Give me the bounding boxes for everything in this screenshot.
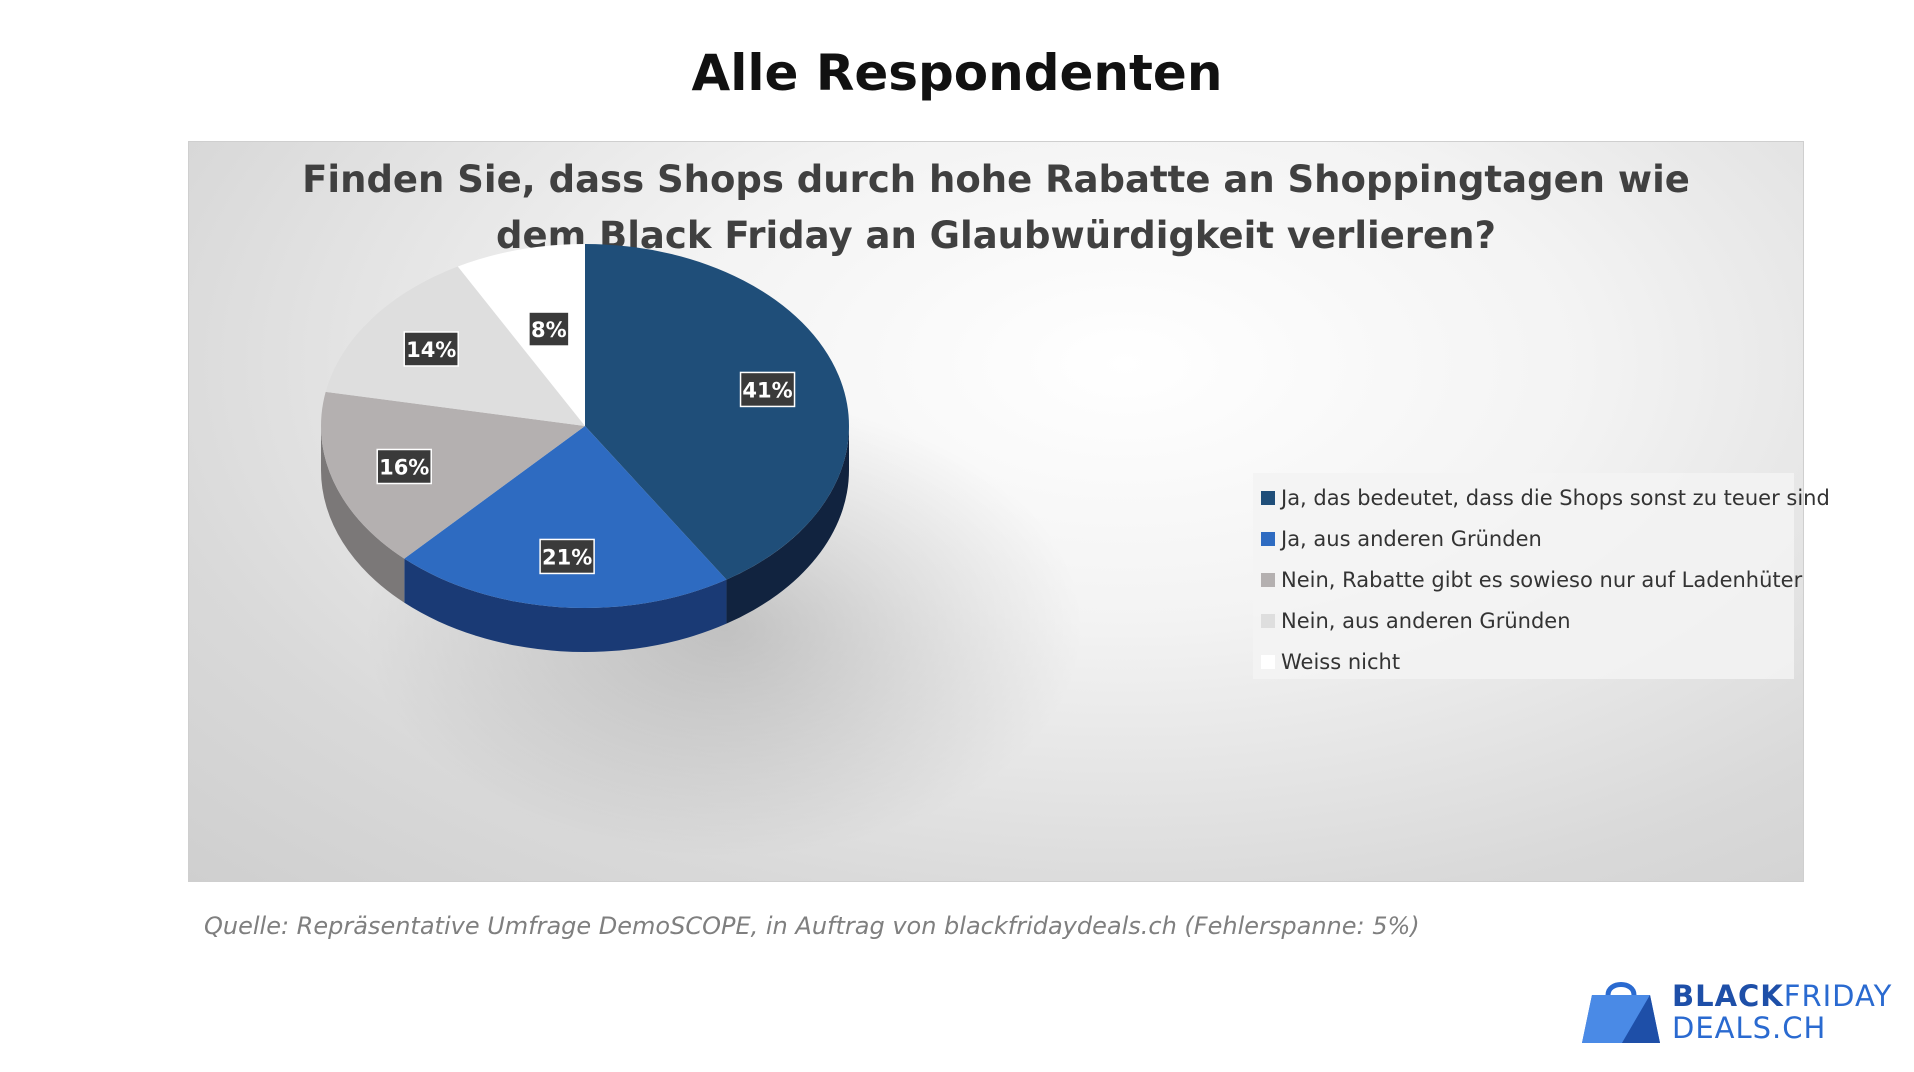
brand-logo: BLACKFRIDAY DEALS.CH	[1580, 975, 1891, 1045]
logo-word-friday: FRIDAY	[1783, 979, 1893, 1013]
legend-swatch	[1261, 572, 1275, 587]
legend-item: Nein, aus anderen Gründen	[1261, 600, 1786, 641]
pie-data-label: 8%	[528, 311, 570, 347]
shopping-bag-icon	[1582, 982, 1660, 1043]
pie-slice	[321, 391, 585, 559]
legend-item: Weiss nicht	[1261, 641, 1786, 682]
pie-data-label: 16%	[376, 448, 432, 485]
chart-title-line-2: dem Black Friday an Glaubwürdigkeit verl…	[496, 214, 1496, 257]
pie-slice-side	[404, 558, 727, 652]
legend-label: Nein, Rabatte gibt es sowieso nur auf La…	[1281, 567, 1803, 592]
pie-slice	[404, 426, 727, 608]
pie-chart: 41% 21% 16% 14% 8%	[321, 244, 1084, 858]
logo-word-black: BLACK	[1672, 979, 1784, 1013]
legend: Ja, das bedeutet, dass die Shops sonst z…	[1253, 473, 1830, 682]
chart-title-line-1: Finden Sie, dass Shops durch hohe Rabatt…	[302, 158, 1690, 201]
pie-data-label-box	[403, 331, 459, 367]
page-title: Alle Respondenten	[691, 44, 1223, 102]
pie-data-label-text: 14%	[406, 338, 456, 362]
source-note: Quelle: Repräsentative Umfrage DemoSCOPE…	[204, 912, 1420, 940]
pie-labels: 41% 21% 16% 14% 8%	[376, 311, 796, 575]
legend-swatch	[1261, 654, 1275, 669]
pie-sides	[321, 426, 849, 652]
pie-data-label-box	[376, 448, 432, 485]
pie-data-label: 41%	[739, 371, 796, 408]
pie-data-label-text: 21%	[542, 545, 592, 569]
pie-slice-side	[321, 426, 405, 603]
legend-swatch	[1261, 531, 1275, 546]
legend-label: Ja, das bedeutet, dass die Shops sonst z…	[1281, 485, 1830, 510]
legend-swatch	[1261, 613, 1275, 628]
legend-label: Nein, aus anderen Gründen	[1281, 608, 1571, 633]
legend-item: Nein, Rabatte gibt es sowieso nur auf La…	[1261, 559, 1802, 600]
legend-item: Ja, aus anderen Gründen	[1261, 518, 1786, 559]
pie-data-label: 21%	[539, 538, 595, 575]
legend-swatch	[1261, 490, 1275, 505]
legend-label: Ja, aus anderen Gründen	[1281, 526, 1542, 551]
pie-data-label-box	[528, 311, 570, 347]
pie-data-label-box	[739, 371, 796, 408]
logo-line-2: DEALS.CH	[1672, 1011, 1827, 1045]
pie-data-label-text: 16%	[379, 455, 429, 479]
pie-data-label-text: 41%	[742, 378, 792, 402]
pie-slice-side	[726, 426, 849, 624]
pie-slice	[457, 244, 585, 426]
pie-data-label: 14%	[403, 331, 459, 367]
pie-data-label-box	[539, 538, 595, 575]
legend-label: Weiss nicht	[1281, 649, 1401, 674]
chart-panel: Finden Sie, dass Shops durch hohe Rabatt…	[188, 141, 1830, 882]
pie-data-label-text: 8%	[531, 318, 567, 342]
chart-title: Finden Sie, dass Shops durch hohe Rabatt…	[189, 152, 1803, 264]
pie-slice	[585, 244, 849, 580]
logo-line-1: BLACKFRIDAY	[1672, 979, 1892, 1013]
legend-item: Ja, das bedeutet, dass die Shops sonst z…	[1261, 477, 1830, 518]
